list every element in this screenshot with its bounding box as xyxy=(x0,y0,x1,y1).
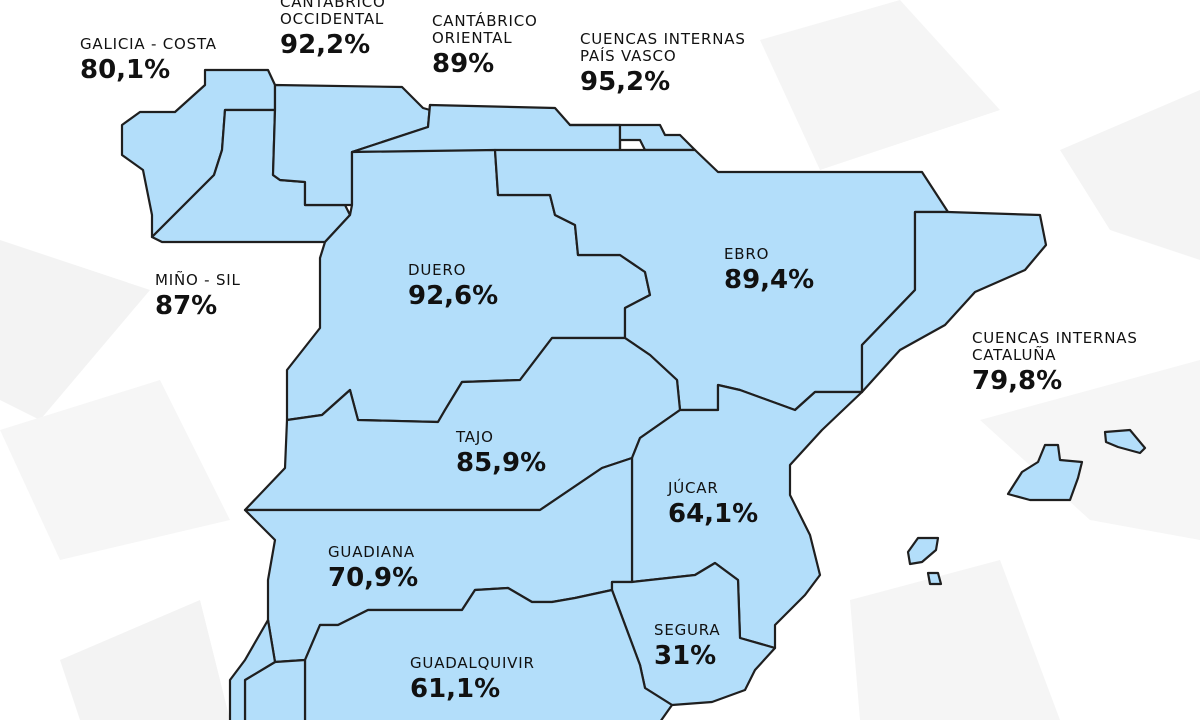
basin-percent: 61,1% xyxy=(410,674,501,704)
basin-name: DUERO xyxy=(408,261,467,279)
label-guadalquivir: GUADALQUIVIR 61,1% xyxy=(410,654,535,704)
basin-name: CUENCAS INTERNAS PAÍS VASCO xyxy=(580,30,746,65)
label-pais-vasco: CUENCAS INTERNAS PAÍS VASCO 95,2% xyxy=(580,30,765,97)
label-guadiana: GUADIANA 70,9% xyxy=(328,543,419,593)
label-tajo: TAJO 85,9% xyxy=(456,428,547,478)
basin-percent: 64,1% xyxy=(668,499,759,529)
basin-shape-baleares-menorca[interactable] xyxy=(1103,428,1147,455)
basin-shape-tinto-odiel[interactable] xyxy=(228,618,277,720)
basin-name: GUADIANA xyxy=(328,543,415,561)
basin-name: GALICIA - COSTA xyxy=(80,35,217,53)
label-mino-sil: MIÑO - SIL 87% xyxy=(155,271,241,321)
basin-percent: 92,6% xyxy=(408,281,499,311)
label-ebro: EBRO 89,4% xyxy=(724,245,815,295)
basin-name: CUENCAS INTERNAS CATALUÑA xyxy=(972,329,1138,364)
label-cantabrico-oriental: CANTÁBRICO ORIENTAL 89% xyxy=(432,12,552,79)
basin-shape-baleares-ibiza[interactable] xyxy=(906,536,940,566)
basin-percent: 92,2% xyxy=(280,30,371,60)
basin-name: MIÑO - SIL xyxy=(155,271,241,289)
basin-name: JÚCAR xyxy=(668,479,719,497)
basin-percent: 95,2% xyxy=(580,67,671,97)
basin-name: SEGURA xyxy=(654,621,721,639)
basin-percent: 31% xyxy=(654,641,717,671)
label-cataluna: CUENCAS INTERNAS CATALUÑA 79,8% xyxy=(972,329,1152,396)
basin-percent: 85,9% xyxy=(456,448,547,478)
basin-name: CANTÁBRICO ORIENTAL xyxy=(432,12,538,47)
label-duero: DUERO 92,6% xyxy=(408,261,499,311)
basin-name: EBRO xyxy=(724,245,770,263)
basin-percent: 70,9% xyxy=(328,563,419,593)
basin-name: TAJO xyxy=(456,428,494,446)
basin-percent: 89% xyxy=(432,49,495,79)
basin-shape-guadalquivir[interactable] xyxy=(303,586,674,720)
label-jucar: JÚCAR 64,1% xyxy=(668,479,759,529)
basin-shape-baleares-mallorca[interactable] xyxy=(1006,443,1084,502)
basin-name: CANTÁBRICO OCCIDENTAL xyxy=(280,0,386,28)
basin-percent: 80,1% xyxy=(80,55,171,85)
basin-shape-cataluna[interactable] xyxy=(860,210,1048,394)
basin-percent: 87% xyxy=(155,291,218,321)
basin-percent: 89,4% xyxy=(724,265,815,295)
label-galicia-costa: GALICIA - COSTA 80,1% xyxy=(80,35,217,85)
label-segura: SEGURA 31% xyxy=(654,621,721,671)
basin-shape-baleares-formentera[interactable] xyxy=(926,571,943,586)
label-cantabrico-occidental: CANTÁBRICO OCCIDENTAL 92,2% xyxy=(280,0,400,58)
basin-name: GUADALQUIVIR xyxy=(410,654,535,672)
basin-percent: 79,8% xyxy=(972,366,1063,396)
